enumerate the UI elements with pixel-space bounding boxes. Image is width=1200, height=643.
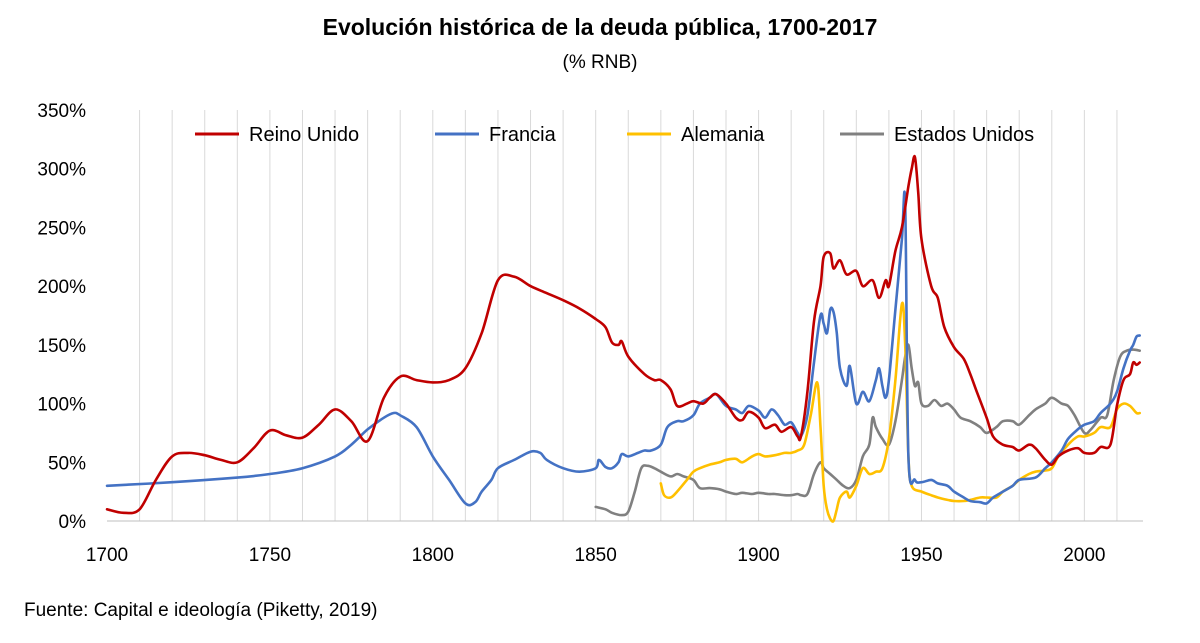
y-tick-label: 50% [48, 453, 86, 474]
y-tick-label: 250% [37, 218, 86, 239]
y-tick-label: 150% [37, 336, 86, 357]
y-tick-labels: 0% 50% 100% 150% 200% 250% 300% 350% [37, 101, 86, 533]
series-line-reino-unido [105, 154, 1141, 515]
source-note: Fuente: Capital e ideología (Piketty, 20… [24, 600, 378, 621]
x-tick-labels: 1700 1750 1800 1850 1900 1950 2000 [86, 545, 1106, 566]
legend-item-francia: Francia [435, 124, 557, 146]
series-lines [105, 154, 1141, 523]
x-tick-label: 1800 [412, 545, 454, 566]
legend-label: Reino Unido [249, 124, 359, 146]
legend-label: Alemania [681, 124, 765, 146]
legend-item-estados-unidos: Estados Unidos [840, 124, 1034, 146]
y-tick-label: 350% [37, 101, 86, 122]
y-tick-label: 0% [59, 512, 87, 533]
legend-label: Estados Unidos [894, 124, 1034, 146]
y-tick-label: 200% [37, 277, 86, 298]
y-tick-label: 100% [37, 395, 86, 416]
line-chart: 0% 50% 100% 150% 200% 250% 300% 350% 1700 1750 18… [37, 101, 1143, 566]
x-tick-label: 2000 [1063, 545, 1105, 566]
x-tick-label: 1900 [737, 545, 779, 566]
legend-item-reino-unido: Reino Unido [195, 124, 359, 146]
series-line-alemania [659, 301, 1141, 523]
x-tick-label: 1850 [575, 545, 617, 566]
chart-title: Evolución histórica de la deuda pública,… [322, 14, 878, 40]
chart-subtitle: (% RNB) [562, 52, 638, 73]
x-tick-label: 1950 [900, 545, 942, 566]
series-line-estados-unidos [594, 343, 1141, 517]
legend-item-alemania: Alemania [627, 124, 765, 146]
legend: Reino Unido Francia Alemania Estados Unidos [195, 124, 1034, 146]
x-tick-label: 1700 [86, 545, 128, 566]
y-tick-label: 300% [37, 160, 86, 181]
vertical-gridlines [139, 110, 1118, 521]
x-tick-label: 1750 [249, 545, 291, 566]
legend-label: Francia [489, 124, 557, 146]
